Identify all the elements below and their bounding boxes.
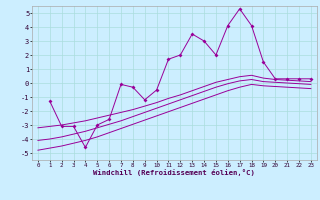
X-axis label: Windchill (Refroidissement éolien,°C): Windchill (Refroidissement éolien,°C) xyxy=(93,169,255,176)
